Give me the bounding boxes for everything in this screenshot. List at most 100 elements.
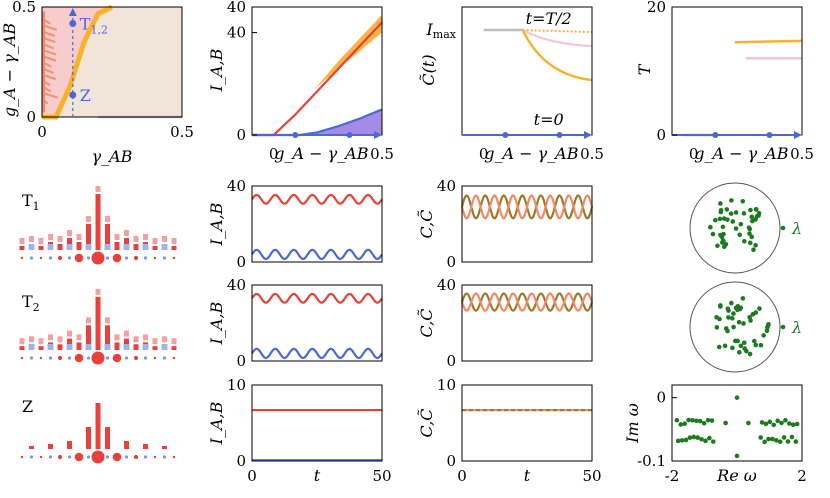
t2-mode-site: [162, 356, 167, 360]
spec-t1-eigenvalue: [723, 241, 729, 247]
phase-point-label: Z: [80, 86, 91, 105]
t2-mode-b-square: [28, 344, 35, 350]
pg-xtick-label-0: 0: [689, 145, 699, 163]
spec-t1-eigenvalue: [733, 226, 739, 231]
t2-mode-bar-cap: [86, 317, 91, 324]
t1-mode-bar: [95, 194, 101, 250]
spec-t2-unit-circle: [689, 281, 781, 373]
spec-t2-eigenvalue: [747, 351, 753, 357]
t1-mode-bar-cap: [48, 234, 53, 240]
cg-blue-arrow: [584, 131, 592, 139]
t1-mode-b-square: [47, 244, 54, 250]
t1-mode-bar-cap: [133, 236, 139, 242]
t1-mode-site: [20, 256, 24, 260]
t2-mode-site: [74, 353, 84, 363]
t2-mode-site: [57, 355, 63, 361]
t1-mode-b-square: [104, 244, 111, 250]
spec-t2-eigenvalue: [741, 340, 747, 346]
t2-mode-site: [124, 356, 129, 360]
it2-series-red: [251, 292, 383, 304]
spec-z-eigenvalue: [687, 435, 693, 440]
t2-mode-bar: [76, 342, 82, 350]
z-mode-site: [48, 455, 53, 459]
t2-mode-b-square: [161, 344, 168, 350]
spec-z-ytick-label: 0: [656, 389, 666, 407]
t2-mode-bar-cap: [38, 338, 44, 345]
it1-ytick-label: 0: [236, 253, 246, 271]
spec-z-eigenvalue: [763, 421, 769, 427]
spec-z-eigenvalue: [794, 421, 800, 427]
spec-z-eigenvalue: [691, 434, 697, 440]
spec-t2-eigenvalue: [730, 345, 735, 351]
spec-z-eigenvalue: [787, 421, 792, 426]
it1-ytick-label: 40: [227, 177, 246, 195]
t2-mode-b-square: [142, 344, 149, 350]
spec-t2-eigenvalue: [722, 343, 728, 349]
t1-mode-bar-cap: [76, 234, 82, 240]
pg-ylabel: T: [635, 63, 654, 75]
z-mode-bar: [162, 446, 167, 449]
z-mode-site: [91, 450, 105, 464]
pg-ytick-label: 20: [647, 0, 666, 16]
spec-t2-eigenvalue: [748, 318, 753, 323]
phase-chaotic-streak: [42, 24, 58, 31]
iz-xtick-label: 50: [372, 467, 391, 485]
t2-mode-bar: [38, 346, 44, 350]
phase-ytick-label: 0: [26, 108, 36, 126]
cz-xtick-label: 50: [582, 467, 601, 485]
spec-t2-eigenvalue: [731, 311, 736, 316]
spec-t2-leading-eigenvalue: [780, 324, 786, 330]
spec-t2-eigenvalue: [751, 338, 757, 344]
t2-mode-site: [133, 355, 139, 361]
it1-ylabel: I_A,B: [207, 202, 226, 246]
t2-mode-bar-cap: [171, 338, 177, 345]
spec-z-eigenvalue: [674, 417, 680, 423]
spec-t2-eigenvalue: [714, 325, 720, 330]
spec-z-eigenvalue: [697, 418, 703, 424]
t1-mode-site: [39, 256, 43, 260]
t2-mode-bar: [114, 342, 120, 350]
ct2-ytick-label: 0: [446, 352, 456, 370]
spec-t1-eigenvalue: [708, 224, 713, 230]
z-mode-site: [153, 455, 157, 459]
iz-xlabel: t: [314, 466, 321, 485]
spec-z-eigenvalue: [705, 417, 711, 423]
cg-xtick-label-1: 0.5: [580, 145, 604, 163]
spec-z-eigenvalue: [686, 417, 691, 423]
spec-z-eigenvalue: [790, 422, 796, 427]
it1-series-blue: [251, 248, 383, 261]
ct1-series-salmon: [460, 194, 594, 220]
spec-t1-eigenvalue: [750, 218, 755, 224]
t2-mode-b-square: [66, 344, 73, 350]
spec-t1-eigenvalue: [747, 226, 753, 232]
t1-mode-bar-cap: [29, 236, 34, 242]
spec-z-eigenvalue: [771, 422, 777, 428]
spec-z-eigenvalue: [793, 439, 799, 444]
t1-mode-bar-cap: [162, 236, 167, 242]
phase-chaotic-edge: [42, 11, 45, 113]
t1-mode-b-square: [85, 244, 92, 250]
t2-mode-site: [91, 351, 105, 365]
t1-mode-bar: [76, 242, 82, 250]
cg-ytick-imax-sub: max: [433, 28, 457, 41]
spec-t1-eigenvalue: [740, 198, 746, 204]
phase-chaotic-streak: [42, 30, 56, 38]
spec-z-eigenvalue: [683, 437, 689, 443]
spec-t2-eigenvalue: [718, 304, 723, 309]
spec-z-frame: [671, 384, 803, 462]
spec-t1-eigenvalue: [730, 219, 736, 224]
t1-mode-site: [172, 256, 176, 260]
t1-mode-site: [91, 251, 105, 265]
spec-z-eigenvalue: [695, 435, 700, 440]
cg-pink: [522, 29, 593, 48]
spec-z-eigenvalue: [709, 418, 715, 423]
t1-mode-bar-cap: [105, 216, 110, 222]
spec-t1-eigenvalue: [717, 216, 723, 222]
spec-t2-label: λ: [791, 318, 802, 337]
spec-t1-eigenvalue: [737, 232, 743, 238]
phase-point: [69, 20, 77, 27]
spec-z-eigenvalue: [766, 436, 771, 442]
spec-t2-eigenvalue: [730, 316, 735, 321]
spec-t2-eigenvalue: [729, 300, 734, 306]
spec-t2-eigenvalue: [758, 342, 764, 348]
